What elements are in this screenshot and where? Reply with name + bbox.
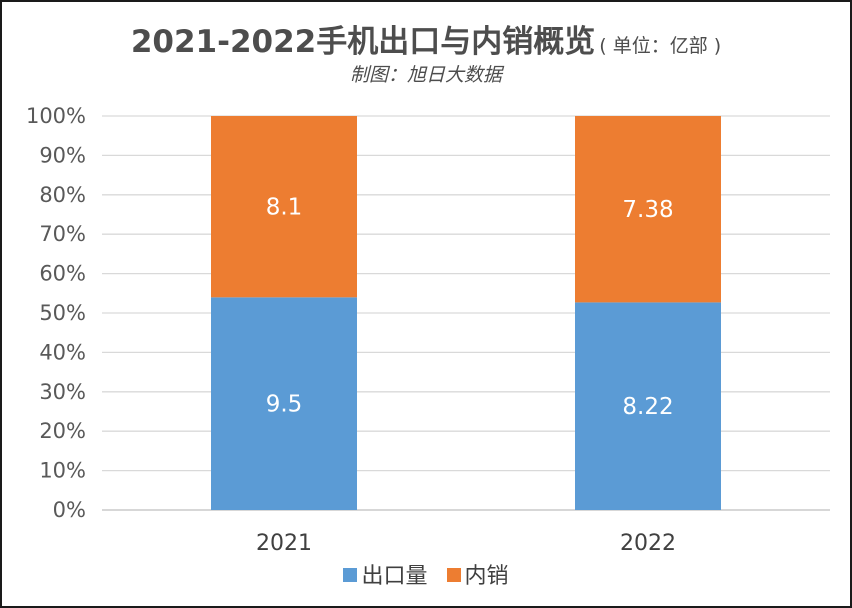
y-tick-label: 20% (39, 419, 86, 443)
chart-title-unit: ( 单位：亿部 ) (599, 35, 722, 57)
x-tick-label: 2022 (620, 531, 676, 556)
legend-item-domestic: 内销 (446, 558, 509, 590)
chart-title-main: 2021-2022手机出口与内销概览 (130, 24, 596, 60)
y-tick-label: 100% (26, 104, 86, 128)
bar-segment (575, 302, 721, 510)
legend-item-export: 出口量 (343, 558, 428, 590)
data-label: 8.22 (622, 394, 673, 420)
legend-label-export: 出口量 (361, 564, 428, 589)
bars (211, 116, 721, 510)
bar-segment (211, 297, 357, 510)
y-tick-label: 90% (39, 143, 86, 167)
data-label: 9.5 (266, 392, 303, 418)
y-tick-label: 40% (39, 340, 86, 364)
legend-label-domestic: 内销 (464, 564, 509, 589)
data-label: 8.1 (266, 195, 303, 221)
bar-segment (211, 116, 357, 298)
y-tick-label: 70% (39, 222, 86, 246)
x-axis: 2021 2022 (256, 531, 676, 556)
x-tick-label: 2021 (256, 531, 312, 556)
y-tick-label: 50% (39, 301, 86, 325)
data-labels: 9.5 8.1 8.22 7.38 (266, 195, 674, 421)
y-tick-label: 10% (39, 459, 86, 483)
bar-segment (575, 116, 721, 303)
y-tick-label: 60% (39, 262, 86, 286)
legend: 出口量 内销 (2, 558, 850, 590)
legend-swatch-domestic (446, 568, 461, 582)
y-tick-label: 30% (39, 380, 86, 404)
legend-swatch-export (343, 568, 358, 582)
data-label: 7.38 (622, 197, 673, 223)
chart-subtitle: 制图：旭日大数据 (349, 64, 502, 86)
y-tick-label: 80% (39, 183, 86, 207)
y-tick-label: 0% (53, 498, 86, 522)
chart-title: 2021-2022手机出口与内销概览( 单位：亿部 ) (2, 16, 850, 61)
y-axis: 0% 10% 20% 30% 40% 50% 60% 70% 80% 90% 100% (26, 104, 86, 522)
